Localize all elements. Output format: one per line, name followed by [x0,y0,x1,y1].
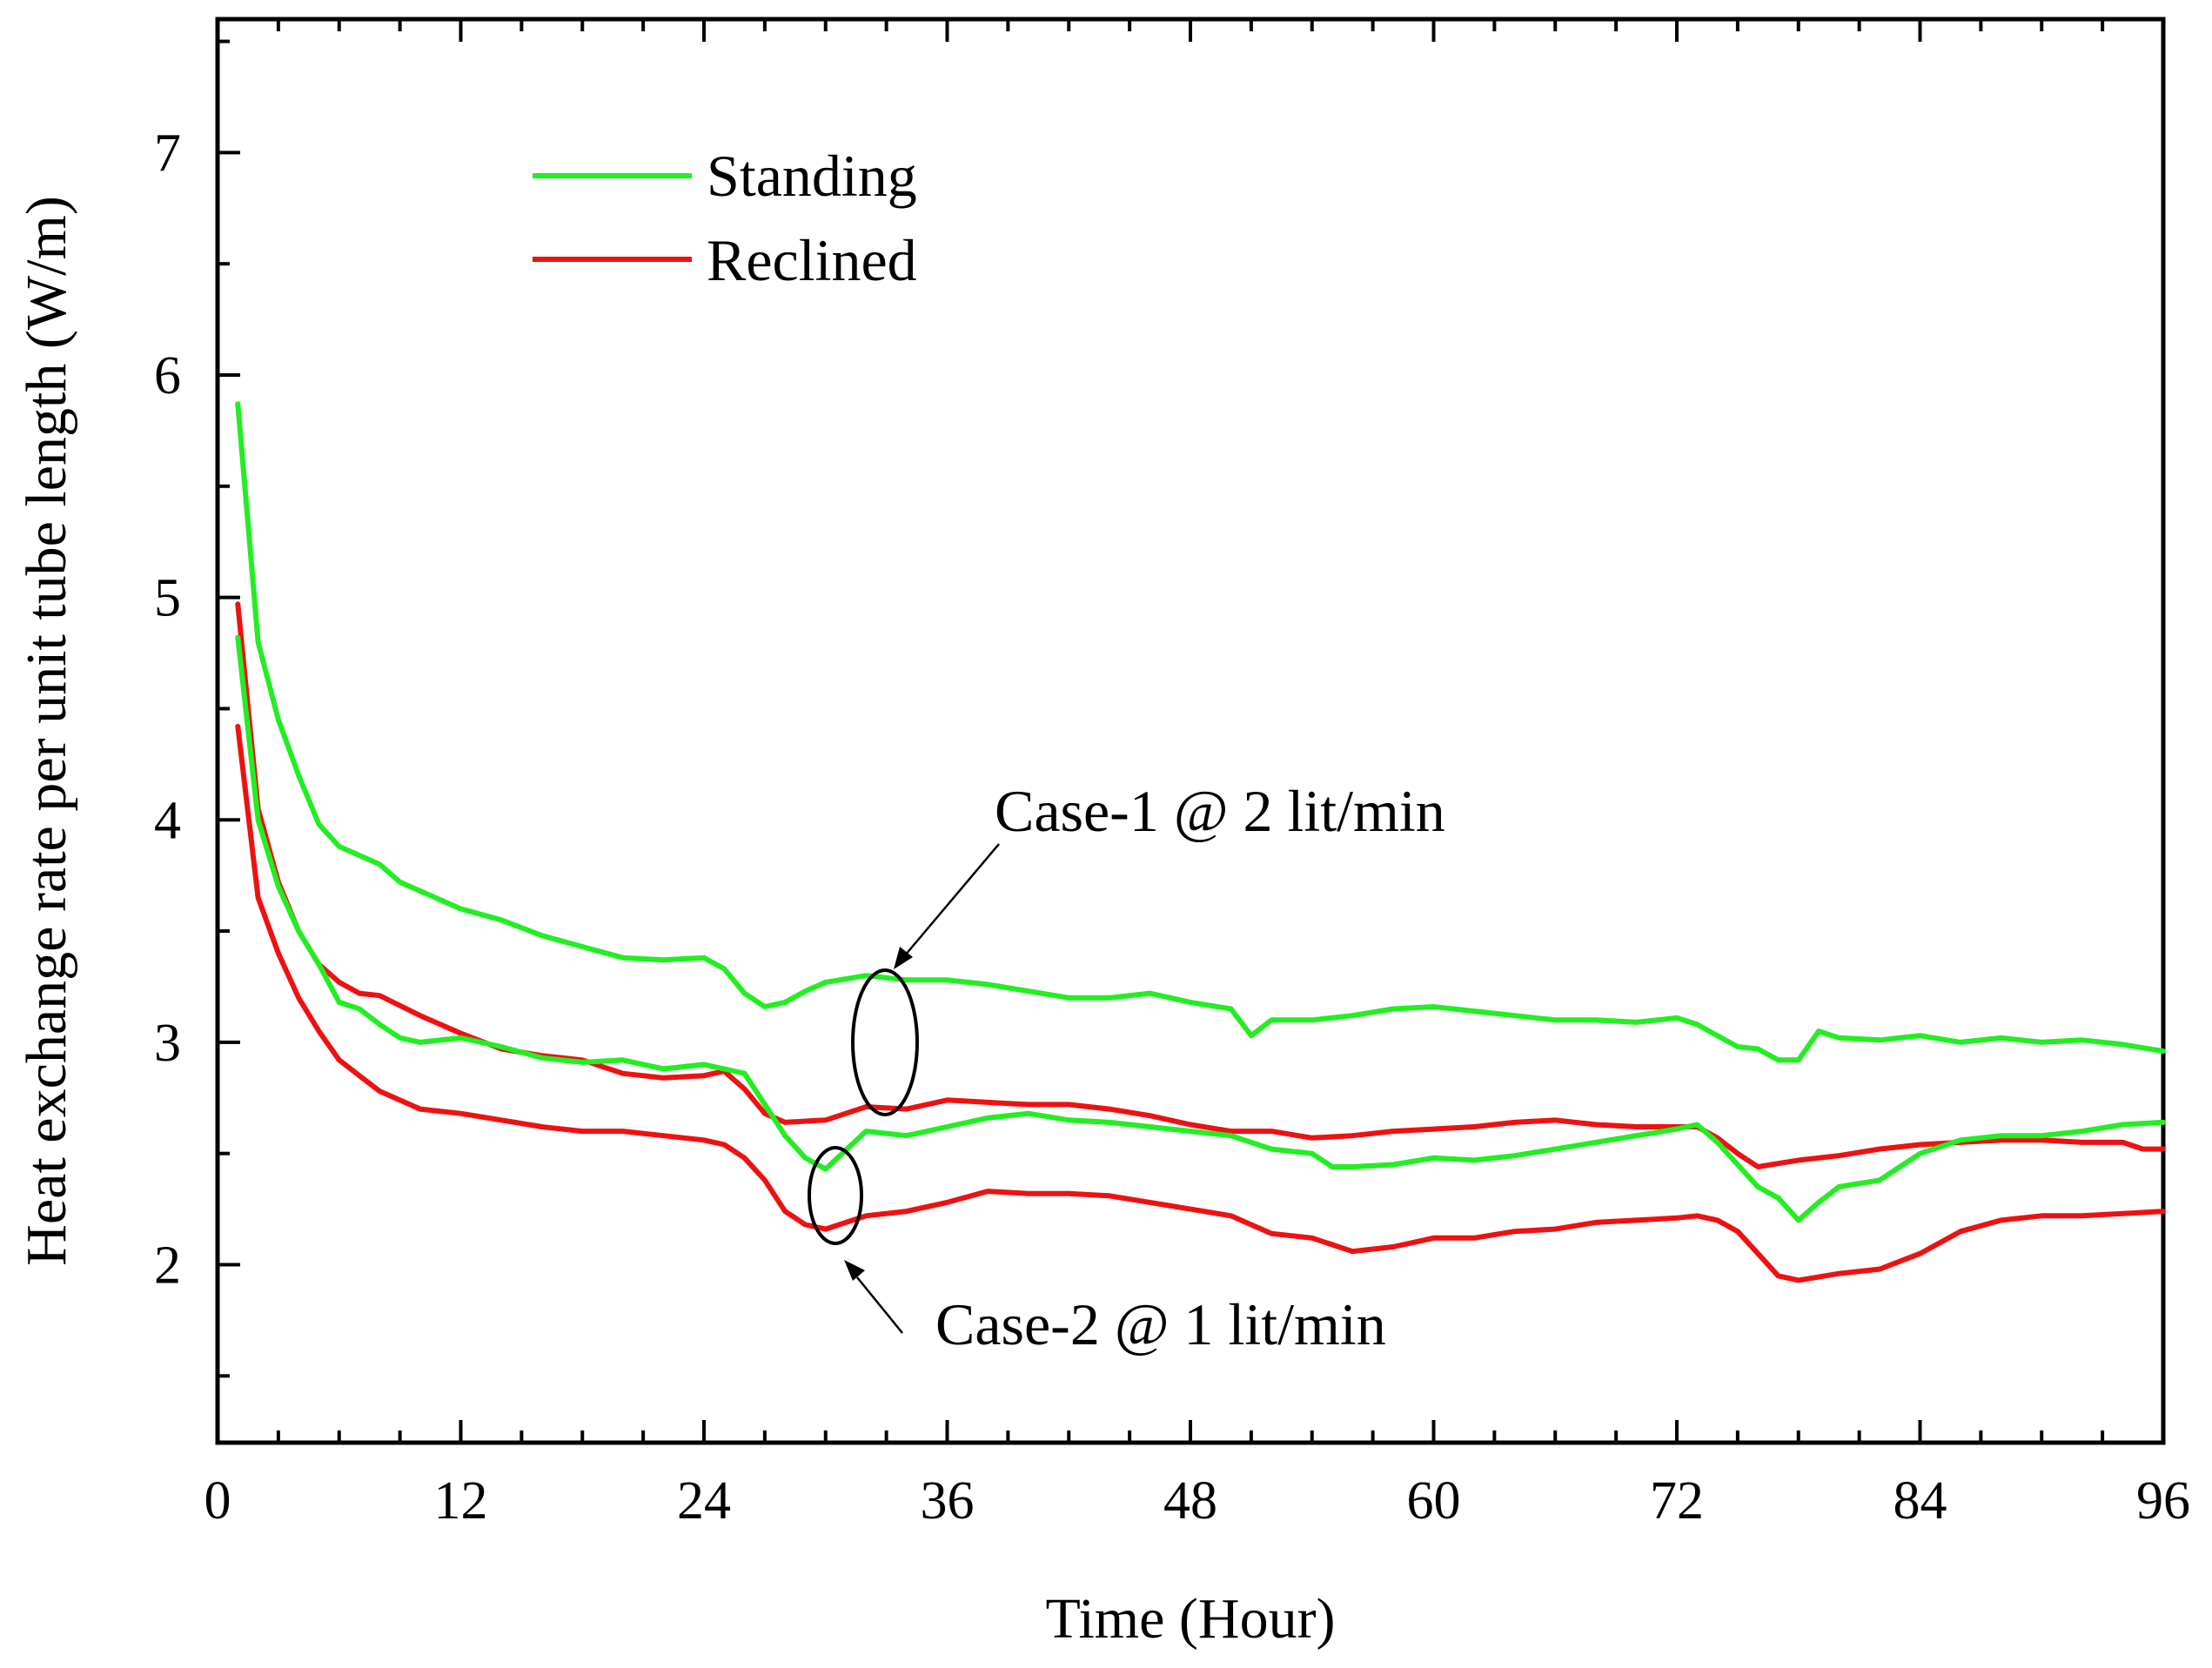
y-tick-label: 3 [154,1014,181,1073]
x-tick-label: 48 [1163,1471,1217,1531]
x-tick-label: 24 [677,1471,731,1531]
annotation-case-2-arrowhead [844,1260,865,1281]
series-layer [235,401,2166,1283]
annotation-case-1: Case-1 @ 2 lit/min [851,778,1445,1116]
x-tick-label: 84 [1894,1471,1947,1531]
y-tick-label: 7 [154,124,181,183]
series-line-0 [235,401,2166,1063]
x-tick-label: 36 [921,1471,975,1531]
y-axis-title: Heat exchange rate per unit tube length … [15,196,78,1266]
annotation-case-2-ellipse [808,1146,863,1245]
legend: Standing Reclined [533,143,917,293]
series-line-3 [235,723,2166,1283]
series-line-2 [235,634,2166,1223]
x-axis-title: Time (Hour) [1045,1587,1335,1651]
y-tick-label: 6 [154,346,181,405]
legend-label-standing: Standing [707,143,917,209]
annotation-case-1-ellipse [851,968,919,1116]
annotation-case-2-arrow [856,1276,903,1334]
y-tick-label: 2 [154,1236,181,1296]
x-tick-label: 60 [1407,1471,1461,1531]
x-axis-ticks: 0 12 24 36 48 60 72 84 96 [204,19,2190,1531]
annotation-case-1-arrow [904,843,1000,956]
x-tick-label: 0 [204,1471,231,1531]
annotation-case-2: Case-2 @ 1 lit/min [808,1146,1386,1357]
annotation-case-1-text: Case-1 @ 2 lit/min [995,778,1445,844]
y-axis-ticks: 2 3 4 5 6 7 [154,39,240,1378]
x-tick-label: 12 [434,1471,488,1531]
annotation-case-1-arrowhead [894,947,913,969]
legend-label-reclined: Reclined [707,227,917,293]
x-tick-label: 96 [2136,1471,2190,1531]
x-tick-label: 72 [1650,1471,1704,1531]
annotation-case-2-text: Case-2 @ 1 lit/min [935,1291,1386,1357]
y-tick-label: 5 [154,569,181,628]
y-tick-label: 4 [154,791,181,850]
